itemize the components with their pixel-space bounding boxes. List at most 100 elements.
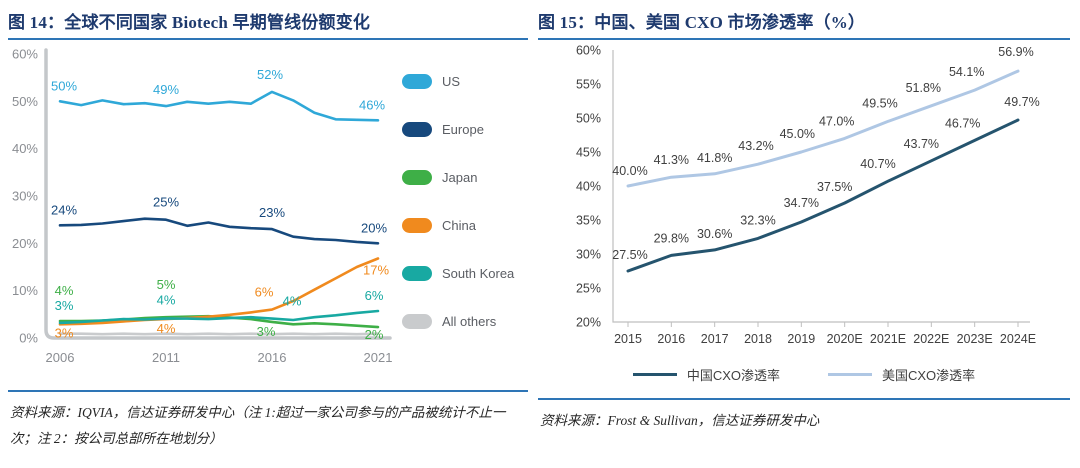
中国cxo渗透率-line xyxy=(626,118,1020,273)
legend-swatch xyxy=(402,266,432,281)
data-label: 3% xyxy=(257,324,276,339)
data-label: 4% xyxy=(157,321,176,336)
data-label: 54.1% xyxy=(949,65,984,79)
legend-item-europe: Europe xyxy=(402,122,514,137)
data-label: 29.8% xyxy=(654,231,689,245)
data-label: 3% xyxy=(55,298,74,313)
axis-frame xyxy=(612,50,1030,323)
data-label: 43.2% xyxy=(738,139,773,153)
figure-14-title: 图 14：全球不同国家 Biotech 早期管线份额变化 xyxy=(8,13,371,32)
y-tick-label: 50% xyxy=(576,112,601,126)
x-tick-label: 2024E xyxy=(1000,332,1036,346)
all-others-line xyxy=(58,332,380,336)
europe-line xyxy=(58,217,380,245)
data-label: 40.0% xyxy=(612,164,647,178)
y-tick-label: 45% xyxy=(576,146,601,160)
data-label: 41.8% xyxy=(697,151,732,165)
data-label: 5% xyxy=(157,277,176,292)
data-label: 4% xyxy=(283,294,302,309)
data-label: 4% xyxy=(157,293,176,308)
data-label: 46.7% xyxy=(945,116,980,130)
x-tick-label: 2019 xyxy=(787,332,815,346)
figure-14-source: 资料来源：IQVIA，信达证券研发中心（注 1:超过一家公司参与的产品被统计不止… xyxy=(10,405,506,447)
figure-14-legend: US Europe Japan China South Korea All others xyxy=(398,40,514,376)
legend-item-japan: Japan xyxy=(402,170,514,185)
data-label: 32.3% xyxy=(740,213,775,227)
data-label: 6% xyxy=(365,288,384,303)
data-label: 2% xyxy=(365,327,384,342)
figure-14-bottom-rule xyxy=(8,390,528,392)
figure-15-legend: 中国CXO渗透率 美国CXO渗透率 xyxy=(538,365,1070,384)
x-tick-label: 2011 xyxy=(152,350,180,365)
data-label: 52% xyxy=(257,67,283,82)
data-label: 49.5% xyxy=(862,96,897,110)
x-tick-label: 2017 xyxy=(701,332,729,346)
y-tick-label: 40% xyxy=(576,180,601,194)
y-tick-label: 30% xyxy=(12,189,38,204)
y-tick-label: 0% xyxy=(19,331,38,346)
legend-swatch xyxy=(402,314,432,329)
y-tick-label: 20% xyxy=(576,316,601,330)
y-tick-label: 30% xyxy=(576,248,601,262)
report-figures-page: 图 14：全球不同国家 Biotech 早期管线份额变化 0% 10% 20% 30%… xyxy=(8,6,1070,453)
legend-item-us: US xyxy=(402,74,514,89)
x-tick-label: 2021 xyxy=(364,350,393,365)
x-tick-label: 2022E xyxy=(913,332,949,346)
legend-label: US xyxy=(442,74,461,89)
legend-label: 中国CXO渗透率 xyxy=(686,368,780,383)
figure-15-chart-area: 20% 25% 30% 35% 40% 45% 50% 55% 60% 2015 2016 2017 2… xyxy=(538,40,1070,384)
legend-item-china: China xyxy=(402,218,514,233)
biotech-pipeline-share-chart: 0% 10% 20% 30% 40% 50% 60% 2006 2011 2016 2021 50% 4… xyxy=(12,47,393,366)
legend-label: China xyxy=(442,218,476,233)
legend-swatch xyxy=(402,218,432,233)
x-tick-label: 2023E xyxy=(957,332,993,346)
data-label: 34.7% xyxy=(784,196,819,210)
figure-15-source: 资料来源：Frost & Sullivan，信达证券研发中心 xyxy=(540,413,820,428)
figure-14-chart-area: 0% 10% 20% 30% 40% 50% 60% 2006 2011 2016 2021 50% 4… xyxy=(8,40,528,376)
data-label: 23% xyxy=(259,205,285,220)
legend-label: All others xyxy=(442,314,497,329)
south-korea-line xyxy=(58,309,380,325)
data-label: 40.7% xyxy=(860,157,895,171)
data-label: 46% xyxy=(359,97,385,112)
data-label: 37.5% xyxy=(817,180,852,194)
y-tick-label: 25% xyxy=(576,282,601,296)
china-line xyxy=(58,257,380,326)
y-tick-label: 35% xyxy=(576,214,601,228)
data-label: 27.5% xyxy=(612,248,647,262)
data-label: 50% xyxy=(51,78,77,93)
y-tick-label: 10% xyxy=(12,283,38,298)
legend-item-south-korea: South Korea xyxy=(402,266,514,281)
y-tick-label: 60% xyxy=(12,47,38,62)
legend-item-美国cxo渗透率: 美国CXO渗透率 xyxy=(828,365,975,384)
legend-label: Europe xyxy=(442,122,484,137)
data-label: 24% xyxy=(51,202,77,217)
figure-15: 图 15：中国、美国 CXO 市场渗透率（%） 20% 25% 30% 35% 40% 4… xyxy=(538,6,1070,453)
data-label: 56.9% xyxy=(998,45,1033,59)
legend-swatch xyxy=(828,373,872,376)
legend-label: South Korea xyxy=(442,266,515,281)
美国cxo渗透率-line xyxy=(626,69,1020,188)
figure-15-title-rule xyxy=(538,38,1070,40)
figure-14-title-rule xyxy=(8,38,528,40)
y-tick-label: 60% xyxy=(576,44,601,58)
data-label: 43.7% xyxy=(904,137,939,151)
x-tick-label: 2015 xyxy=(614,332,642,346)
legend-swatch xyxy=(402,122,432,137)
legend-swatch xyxy=(402,170,432,185)
cxo-penetration-chart: 20% 25% 30% 35% 40% 45% 50% 55% 60% 2015 2016 2017 2… xyxy=(576,44,1040,347)
data-label: 3% xyxy=(55,325,74,340)
legend-item-中国cxo渗透率: 中国CXO渗透率 xyxy=(632,365,780,384)
legend-label: Japan xyxy=(442,170,478,185)
data-label: 20% xyxy=(361,220,387,235)
data-label: 41.3% xyxy=(654,153,689,167)
x-tick-label: 2018 xyxy=(744,332,772,346)
data-label: 45.0% xyxy=(780,127,815,141)
data-label: 30.6% xyxy=(697,227,732,241)
figure-15-bottom-rule xyxy=(538,398,1070,400)
y-tick-label: 40% xyxy=(12,141,38,156)
x-tick-label: 2016 xyxy=(657,332,685,346)
y-tick-label: 20% xyxy=(12,236,38,251)
data-label: 49.7% xyxy=(1004,95,1039,109)
data-label: 6% xyxy=(255,285,274,300)
